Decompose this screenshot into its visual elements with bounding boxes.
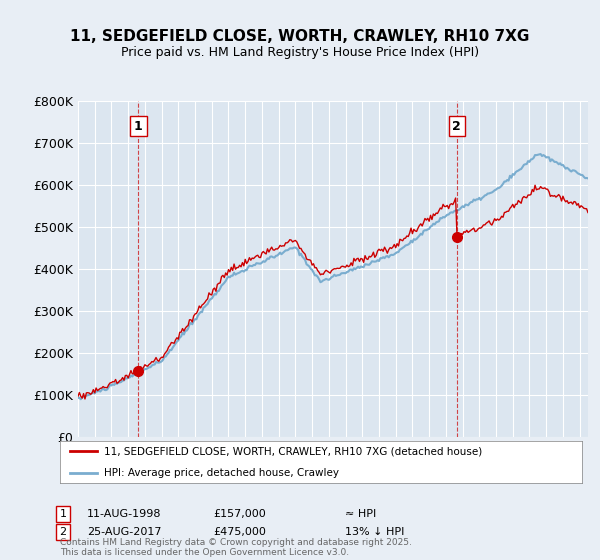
- Text: 11-AUG-1998: 11-AUG-1998: [87, 509, 161, 519]
- Text: 11, SEDGEFIELD CLOSE, WORTH, CRAWLEY, RH10 7XG: 11, SEDGEFIELD CLOSE, WORTH, CRAWLEY, RH…: [70, 29, 530, 44]
- Text: £475,000: £475,000: [213, 527, 266, 537]
- Text: 1: 1: [134, 119, 143, 133]
- Text: 11, SEDGEFIELD CLOSE, WORTH, CRAWLEY, RH10 7XG (detached house): 11, SEDGEFIELD CLOSE, WORTH, CRAWLEY, RH…: [104, 446, 482, 456]
- Text: £157,000: £157,000: [213, 509, 266, 519]
- Text: Contains HM Land Registry data © Crown copyright and database right 2025.
This d: Contains HM Land Registry data © Crown c…: [60, 538, 412, 557]
- Text: 1: 1: [59, 509, 67, 519]
- Text: 25-AUG-2017: 25-AUG-2017: [87, 527, 161, 537]
- Text: 2: 2: [452, 119, 461, 133]
- Text: ≈ HPI: ≈ HPI: [345, 509, 376, 519]
- Text: HPI: Average price, detached house, Crawley: HPI: Average price, detached house, Craw…: [104, 469, 340, 478]
- Text: 2: 2: [59, 527, 67, 537]
- Text: 13% ↓ HPI: 13% ↓ HPI: [345, 527, 404, 537]
- Text: Price paid vs. HM Land Registry's House Price Index (HPI): Price paid vs. HM Land Registry's House …: [121, 46, 479, 59]
